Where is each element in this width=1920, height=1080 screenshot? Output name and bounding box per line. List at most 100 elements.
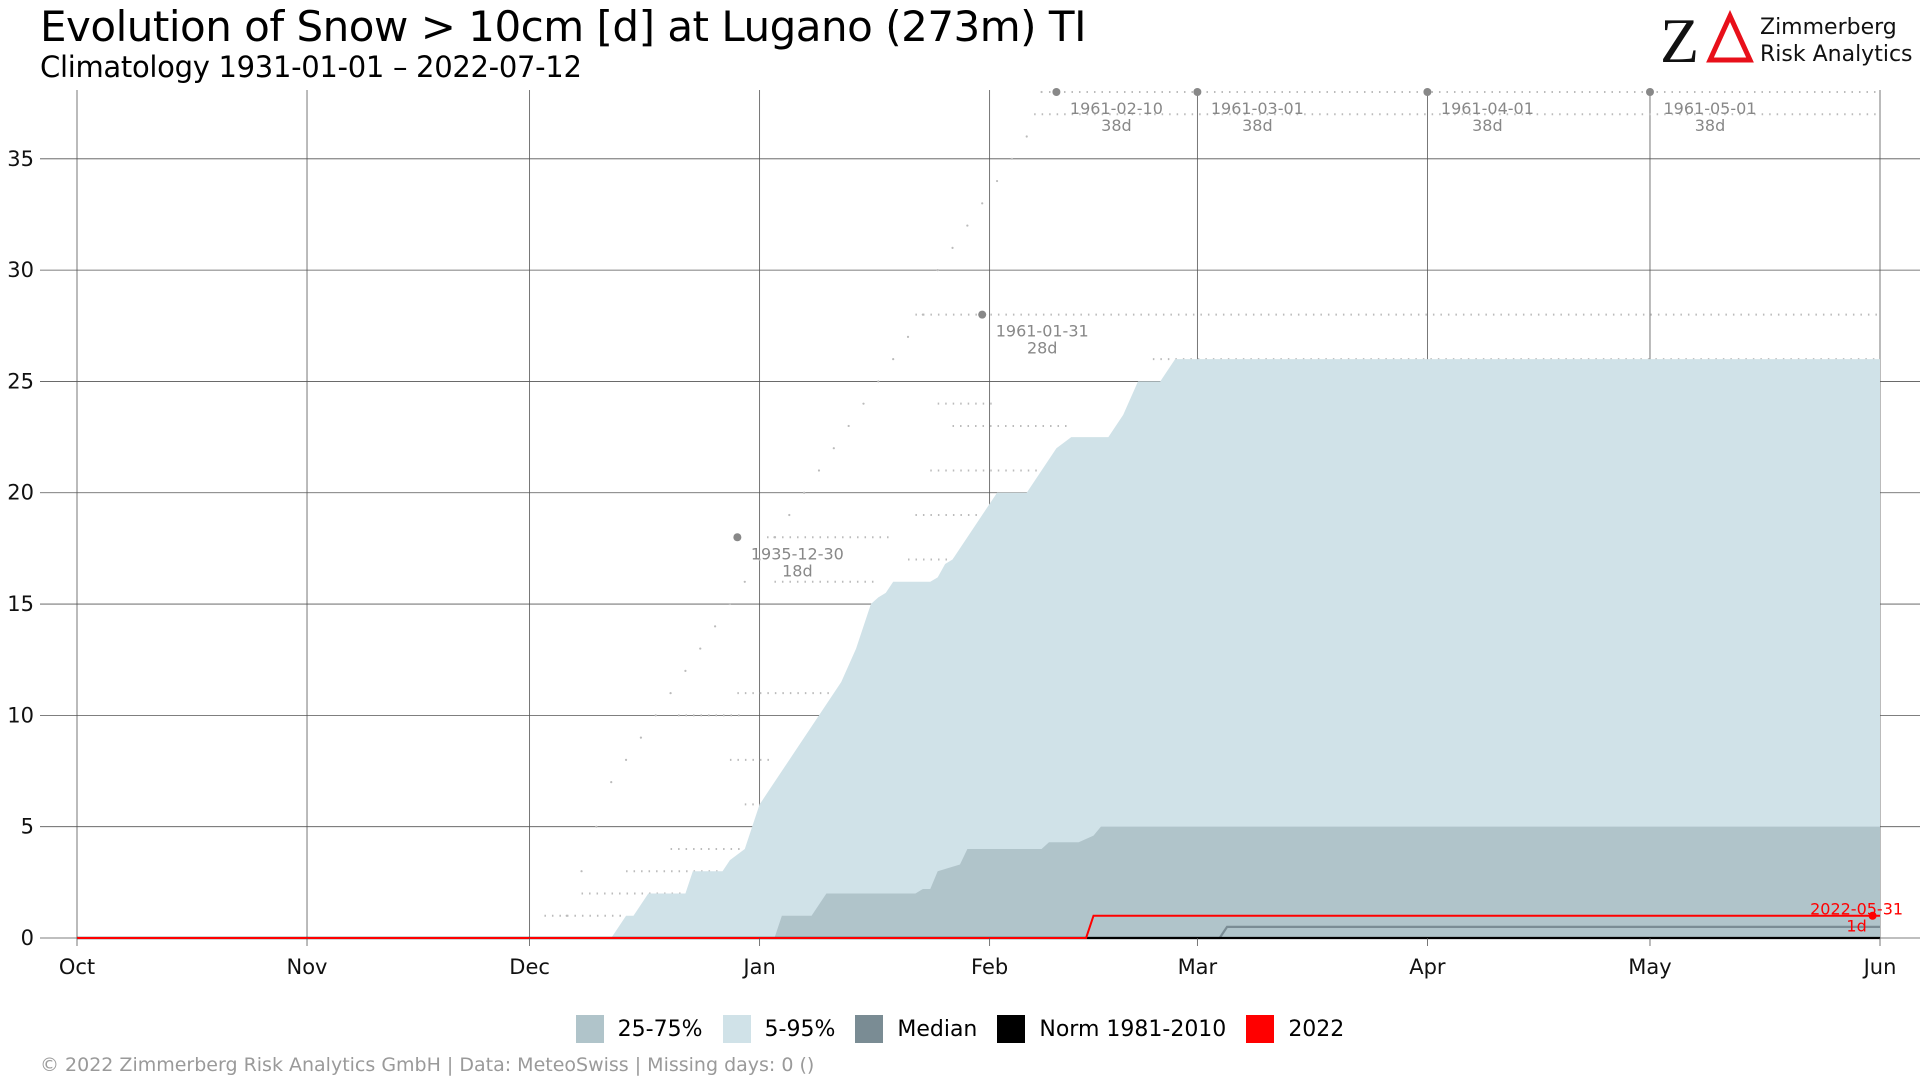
logo-mark-z: Z <box>1660 10 1699 70</box>
annotations: 1935-12-3018d1961-01-3128d1961-02-1038d1… <box>733 88 1903 936</box>
annotation-point <box>1645 88 1654 96</box>
annotation-point <box>1193 88 1202 96</box>
logo-delta-icon <box>1706 10 1754 63</box>
legend-item: Norm 1981-2010 <box>997 1015 1226 1043</box>
record-dot <box>610 781 613 784</box>
record-dot <box>624 758 628 761</box>
annotation-value: 28d <box>1027 339 1058 358</box>
x-tick-label: Apr <box>1409 955 1446 979</box>
annotation-value: 38d <box>1242 116 1273 135</box>
legend-swatch <box>575 1015 604 1043</box>
current-year-line <box>77 914 1880 939</box>
legend-swatch <box>997 1015 1026 1043</box>
record-dot <box>699 647 702 650</box>
axes: Oct Nov Dec Jan Feb Mar Apr May Jun 0 5 10 15 20 25 30 3… <box>7 147 1896 979</box>
x-tick-label: Feb <box>971 955 1008 979</box>
legend-item: 2022 <box>1246 1015 1344 1043</box>
chart-title: Evolution of Snow > 10cm [d] at Lugano (… <box>40 2 1086 51</box>
record-dot <box>595 825 598 828</box>
legend-label: Median <box>897 1016 978 1042</box>
record-dot <box>847 424 850 428</box>
annotation-date: 1961-04-01 <box>1441 99 1534 118</box>
record-dot <box>728 602 732 606</box>
y-tick-label: 20 <box>7 481 34 505</box>
annotation-point <box>1052 88 1061 96</box>
caption: © 2022 Zimmerberg Risk Analytics GmbH | … <box>40 1054 815 1076</box>
logo-line2: Risk Analytics <box>1760 42 1913 67</box>
record-dot <box>906 335 910 338</box>
logo-line1: Zimmerberg <box>1760 15 1897 40</box>
annotation-date: 1961-01-31 <box>996 322 1089 341</box>
logo: Z <box>1660 10 1754 70</box>
record-dot <box>1025 135 1028 138</box>
record-dot <box>1010 157 1013 160</box>
record-dot <box>669 692 672 695</box>
x-tick-label: Oct <box>59 955 95 979</box>
legend-label: 5-95% <box>764 1016 836 1042</box>
legend-item: 25-75% <box>575 1015 703 1043</box>
record-dot <box>684 669 687 672</box>
legend-item: 5-95% <box>722 1015 836 1043</box>
y-tick-label: 15 <box>7 592 34 616</box>
y-tick-label: 10 <box>7 703 34 727</box>
series-lines <box>77 914 1880 940</box>
record-dot <box>981 202 984 205</box>
x-tick-label: Nov <box>287 955 328 979</box>
y-tick-label: 25 <box>7 369 34 393</box>
record-dot <box>862 402 865 405</box>
annotation-point <box>1868 911 1877 920</box>
y-tick-label: 0 <box>21 926 34 950</box>
legend-item: Median <box>855 1015 977 1043</box>
legend-swatch <box>1246 1015 1275 1043</box>
annotation-point <box>733 533 742 542</box>
record-dot <box>1040 90 1043 94</box>
legend-swatch <box>722 1015 751 1043</box>
record-dot <box>966 224 969 227</box>
record-dot <box>580 870 583 873</box>
x-tick-label: Dec <box>509 955 550 979</box>
x-tick-label: Mar <box>1178 955 1218 979</box>
annotation-value: 38d <box>1101 116 1132 135</box>
record-dot <box>892 358 895 361</box>
record-dot <box>951 246 954 249</box>
record-dot <box>803 491 806 494</box>
legend-label: 25-75% <box>617 1016 703 1042</box>
percentile-bands <box>611 359 1881 938</box>
record-dot <box>565 914 568 917</box>
record-dot <box>654 714 657 717</box>
legend-swatch <box>855 1015 884 1043</box>
annotation-value: 38d <box>1695 116 1726 135</box>
record-dot <box>788 513 791 517</box>
legend: 25-75% 5-95% Median Norm 1981-2010 2022 <box>0 1015 1920 1043</box>
annotation-value: 18d <box>782 561 813 580</box>
chart-canvas: Oct Nov Dec Jan Feb Mar Apr May Jun 0 5 10 15 20 25 30 3… <box>7 88 1920 979</box>
annotation-date: 1961-05-01 <box>1663 99 1756 118</box>
annotation-date: 1961-02-10 <box>1070 99 1163 118</box>
annotation-date: 1935-12-30 <box>751 544 844 563</box>
annotation-point <box>978 310 987 319</box>
y-tick-label: 35 <box>7 147 34 171</box>
annotation-date: 2022-05-31 <box>1810 900 1903 919</box>
y-tick-label: 5 <box>21 815 34 839</box>
record-dot <box>758 558 761 561</box>
band-p5-p95 <box>611 359 1881 938</box>
legend-label: Norm 1981-2010 <box>1039 1016 1227 1042</box>
band-p25-p75 <box>774 826 1880 938</box>
legend-label: 2022 <box>1288 1016 1345 1042</box>
record-dot <box>817 469 821 472</box>
record-dot <box>921 313 924 316</box>
annotation-point <box>1423 88 1432 96</box>
record-dot <box>832 447 835 450</box>
y-tick-label: 30 <box>7 258 34 282</box>
x-tick-label: Jan <box>741 955 775 979</box>
annotation-value: 1d <box>1846 917 1866 936</box>
chart-subtitle: Climatology 1931-01-01 – 2022-07-12 <box>40 50 582 84</box>
x-tick-label: May <box>1628 955 1671 979</box>
record-dot <box>773 536 776 539</box>
record-dot <box>743 580 746 583</box>
record-dot <box>936 269 939 272</box>
record-dot <box>639 736 643 739</box>
record-dot <box>713 625 717 628</box>
x-tick-label: Jun <box>1862 955 1897 979</box>
logo-text: Zimmerberg Risk Analytics <box>1760 14 1913 68</box>
